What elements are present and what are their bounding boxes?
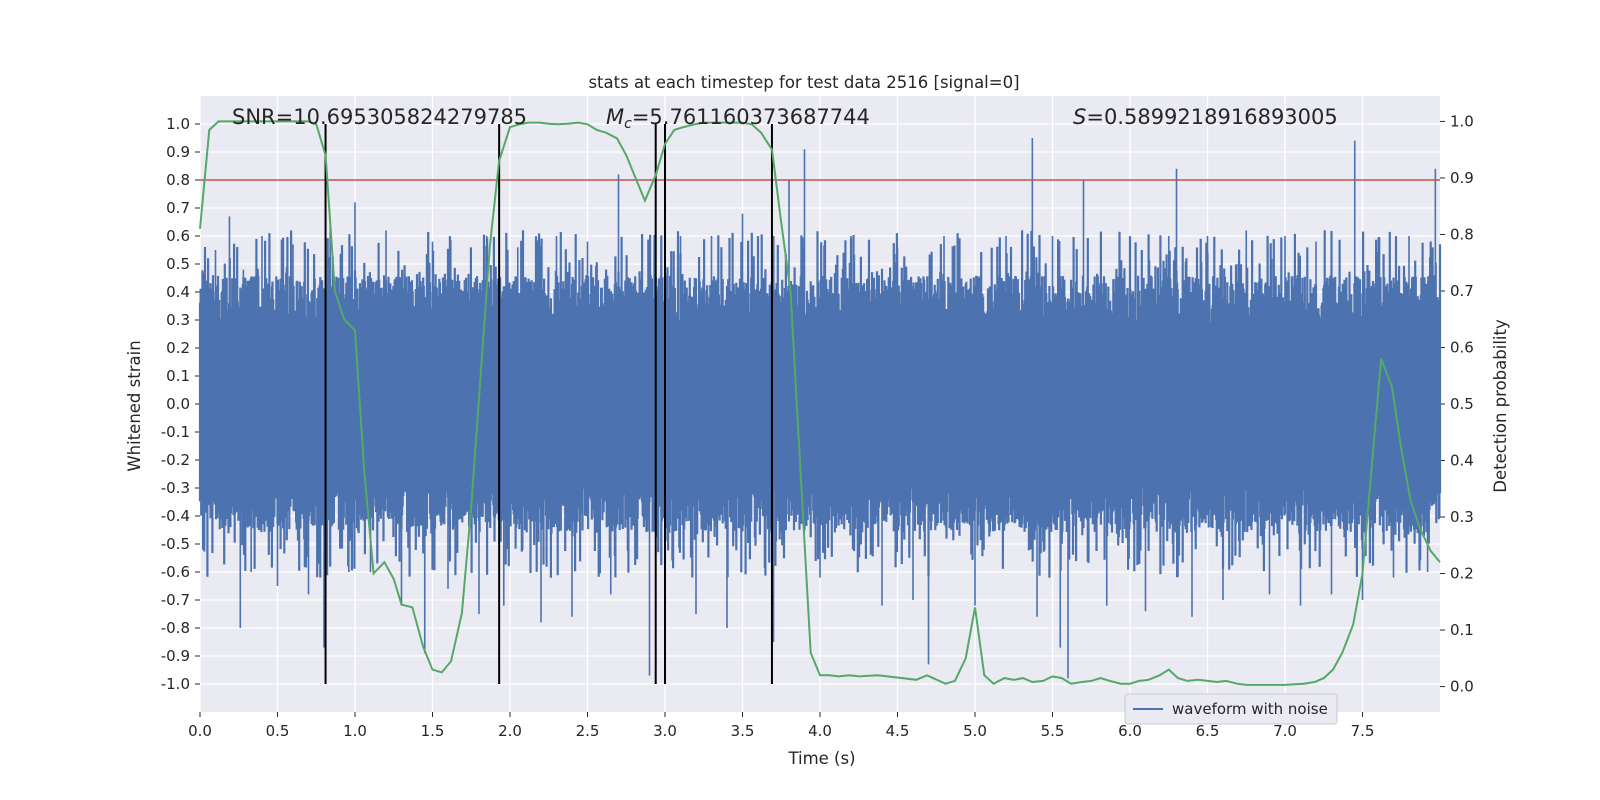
y-left-tick-label: 0.5 xyxy=(166,255,190,273)
y-right-tick-label: 0.7 xyxy=(1450,282,1474,300)
chirp-mass-annotation: Mc=5.761160373687744 xyxy=(606,105,870,132)
snr-annotation: SNR=10.695305824279785 xyxy=(232,105,527,129)
y-left-tick-label: 0.1 xyxy=(166,367,190,385)
event-markers xyxy=(324,124,773,684)
y-left-tick-label: 0.8 xyxy=(166,171,190,189)
left-axis-ticks: 1.0 0.9 0.8 0.7 0.6 0.5 0.4 0.3 0.2 0.1 0.0 -0.1 -0.… xyxy=(161,115,200,693)
y-left-tick-label: -0.8 xyxy=(161,619,190,637)
x-tick-label: 1.5 xyxy=(421,722,445,740)
y-left-tick-label: 0.6 xyxy=(166,227,190,245)
x-tick-label: 5.0 xyxy=(963,722,987,740)
y-left-tick-label: -0.4 xyxy=(161,507,190,525)
mc-subscript: c xyxy=(624,116,632,132)
s-annotation: S=0.5899218916893005 xyxy=(1073,105,1338,129)
y-right-tick-label: 0.5 xyxy=(1450,395,1474,413)
y-right-tick-label: 0.0 xyxy=(1450,678,1474,696)
y-left-tick-label: -0.2 xyxy=(161,451,190,469)
waveform-series xyxy=(198,138,1442,679)
y-left-tick-label: 0.7 xyxy=(166,199,190,217)
mc-value: =5.761160373687744 xyxy=(632,105,870,129)
y-left-tick-label: -0.9 xyxy=(161,647,190,665)
waveform-noise-band xyxy=(198,230,1442,578)
y-left-tick-label: -0.3 xyxy=(161,479,190,497)
s-symbol: S xyxy=(1073,105,1086,129)
y-axis-label-right: Detection probability xyxy=(1491,319,1510,493)
y-left-tick-label: 0.0 xyxy=(166,395,190,413)
legend-box xyxy=(1124,693,1338,725)
x-tick-label: 0.5 xyxy=(266,722,290,740)
x-tick-label: 1.0 xyxy=(343,722,367,740)
mc-symbol: M xyxy=(606,105,624,129)
y-right-tick-label: 0.3 xyxy=(1450,508,1474,526)
y-left-tick-label: 0.2 xyxy=(166,339,190,357)
x-tick-label: 7.5 xyxy=(1351,722,1375,740)
x-tick-label: 2.0 xyxy=(498,722,522,740)
snr-value: 10.695305824279785 xyxy=(293,105,527,129)
x-tick-label: 4.0 xyxy=(808,722,832,740)
y-left-tick-label: -0.7 xyxy=(161,591,190,609)
y-right-tick-label: 0.6 xyxy=(1450,338,1474,356)
x-tick-label: 3.5 xyxy=(731,722,755,740)
x-tick-label: 5.5 xyxy=(1041,722,1065,740)
legend-label: waveform with noise xyxy=(1172,700,1328,718)
s-value: =0.5899218916893005 xyxy=(1086,105,1337,129)
y-left-tick-label: 0.3 xyxy=(166,311,190,329)
y-right-tick-label: 0.9 xyxy=(1450,169,1474,187)
x-tick-label: 4.5 xyxy=(886,722,910,740)
y-right-tick-label: 0.2 xyxy=(1450,565,1474,583)
snr-prefix: SNR= xyxy=(232,105,293,129)
y-left-tick-label: 0.4 xyxy=(166,283,190,301)
y-right-tick-label: 0.4 xyxy=(1450,452,1474,470)
right-axis-ticks: 1.0 0.9 0.8 0.7 0.6 0.5 0.4 0.3 0.2 0.1 0.0 xyxy=(1440,112,1474,696)
x-tick-label: 6.0 xyxy=(1118,722,1142,740)
y-right-tick-label: 0.8 xyxy=(1450,225,1474,243)
x-tick-label: 7.0 xyxy=(1273,722,1297,740)
y-left-tick-label: -0.5 xyxy=(161,535,190,553)
x-axis-ticks: 0.0 0.5 1.0 1.5 2.0 2.5 3.0 3.5 4.0 4.5 5.0 5.5 6.0 6… xyxy=(188,712,1374,740)
legend: waveform with noise xyxy=(1124,693,1338,725)
chart-title: stats at each timestep for test data 251… xyxy=(588,73,1019,92)
x-tick-label: 0.0 xyxy=(188,722,212,740)
x-tick-label: 6.5 xyxy=(1196,722,1220,740)
y-axis-label-left: Whitened strain xyxy=(125,340,144,471)
y-left-tick-label: 1.0 xyxy=(166,115,190,133)
detection-probability-line xyxy=(199,120,1441,686)
y-left-tick-label: -1.0 xyxy=(161,675,190,693)
x-tick-label: 2.5 xyxy=(576,722,600,740)
x-axis-label: Time (s) xyxy=(787,749,855,768)
x-tick-label: 3.0 xyxy=(653,722,677,740)
y-right-tick-label: 0.1 xyxy=(1450,621,1474,639)
y-right-tick-label: 1.0 xyxy=(1450,112,1474,130)
y-left-tick-label: -0.6 xyxy=(161,563,190,581)
y-left-tick-label: 0.9 xyxy=(166,143,190,161)
y-left-tick-label: -0.1 xyxy=(161,423,190,441)
